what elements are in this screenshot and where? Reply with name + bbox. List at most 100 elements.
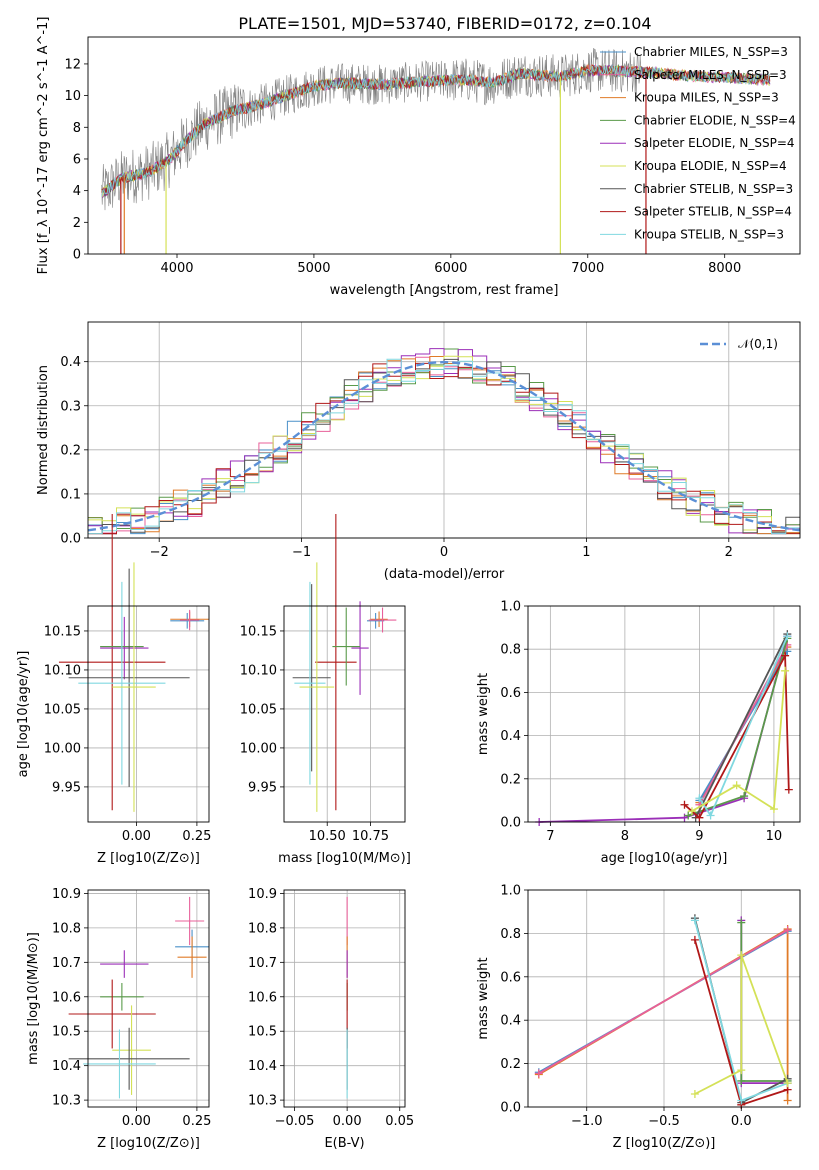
axes-frame <box>87 36 801 255</box>
y-tick-label: 0.8 <box>500 927 521 942</box>
y-axis-label: Flux [f_λ 10^-17 erg cm^-2 s^-1 A^-1] <box>36 17 51 275</box>
errorbar-point <box>351 601 369 695</box>
errorbar-point <box>58 513 166 811</box>
y-tick-label: 10.8 <box>248 921 277 936</box>
y-tick-label: 10.10 <box>240 663 277 678</box>
plot-area <box>101 47 771 254</box>
x-tick-label: −0.5 <box>648 1114 680 1129</box>
y-tick-label: 0.2 <box>500 772 521 787</box>
histogram-kroupa-stelib <box>88 358 800 535</box>
data-point-marker <box>687 807 696 816</box>
legend-label: Kroupa MILES, N_SSP=3 <box>634 91 779 105</box>
legend-label: Salpeter STELIB, N_SSP=4 <box>634 205 792 219</box>
series-line-kroupa-miles <box>538 927 789 1101</box>
legend-label: Salpeter MILES, N_SSP=3 <box>634 68 787 82</box>
legend-label: 𝒩(0,1) <box>738 337 778 351</box>
x-tick-label: 8 <box>621 829 629 844</box>
errorbar-point <box>112 562 156 812</box>
y-tick-label: 0.4 <box>500 729 521 744</box>
y-tick-label: 10.5 <box>52 1025 81 1040</box>
x-axis-label: mass [log10(M/M⊙)] <box>278 851 411 866</box>
y-tick-label: 10.15 <box>44 624 81 639</box>
spectrum-panel: 4000 5000 6000 7000 8000 0 2 4 6 8 10 12 wavelength … <box>36 17 801 298</box>
data-point-marker <box>690 1089 699 1098</box>
x-tick-label: 7 <box>546 829 554 844</box>
errorbar-point <box>366 613 385 629</box>
x-tick-label: 2 <box>725 545 733 560</box>
y-tick-label: 10.7 <box>248 956 277 971</box>
mass-vs-extinction-panel: −0.05 0.00 0.05 10.3 10.4 10.5 10.6 10.7 10.8 10.… <box>248 887 414 1151</box>
plot-area <box>87 348 801 535</box>
data-point-marker <box>784 785 793 794</box>
series-line-salpeter-miles <box>538 929 789 1075</box>
y-tick-label: 0.4 <box>60 355 81 370</box>
data-point-marker <box>706 811 715 820</box>
errorbar-point <box>100 950 149 978</box>
errorbar-point <box>83 1029 156 1099</box>
errorbar-point <box>368 607 397 633</box>
x-axis-label: age [log10(age/yr)] <box>601 851 728 866</box>
x-tick-label: 0.00 <box>122 829 151 844</box>
y-tick-label: 0.0 <box>500 1101 521 1116</box>
errorbar-point <box>177 936 207 978</box>
y-tick-label: 10.9 <box>52 887 81 902</box>
legend-label: Chabrier ELODIE, N_SSP=4 <box>634 113 796 127</box>
y-tick-label: 9.95 <box>52 780 81 795</box>
data-point-marker <box>695 794 704 803</box>
axes-frame <box>283 889 406 1108</box>
figure-title: PLATE=1501, MJD=53740, FIBERID=0172, z=0… <box>238 14 651 33</box>
data-point-marker <box>737 951 746 960</box>
y-tick-label: 0.1 <box>60 487 81 502</box>
y-tick-label: 1.0 <box>500 600 521 615</box>
data-point-marker <box>781 651 790 660</box>
y-axis-label: mass [log10(M/M⊙)] <box>26 932 41 1065</box>
y-tick-label: 4 <box>73 184 81 199</box>
y-tick-label: 9.95 <box>248 780 277 795</box>
x-tick-label: −0.05 <box>275 1114 315 1129</box>
x-tick-label: 6000 <box>434 261 467 276</box>
axes-frame <box>527 605 801 823</box>
y-tick-label: 0.8 <box>500 643 521 658</box>
data-point-marker <box>732 781 741 790</box>
x-tick-label: 0.00 <box>122 1114 151 1129</box>
errorbar-point <box>112 1005 151 1095</box>
x-tick-label: 0.25 <box>182 1114 211 1129</box>
errorbar-point <box>315 513 357 811</box>
data-point-marker <box>737 1096 746 1105</box>
y-tick-label: 10.6 <box>52 990 81 1005</box>
y-tick-label: 10 <box>64 89 81 104</box>
y-tick-label: 0.0 <box>500 816 521 831</box>
y-tick-label: 0.0 <box>60 532 81 547</box>
axes-frame <box>87 605 210 823</box>
x-tick-label: 10 <box>766 829 783 844</box>
y-tick-label: 10.5 <box>248 1025 277 1040</box>
errorbar-point <box>370 611 388 628</box>
errorbar-point <box>292 584 331 772</box>
y-axis-label: mass weight <box>476 673 491 755</box>
y-axis-label: Normed distribution <box>36 365 51 495</box>
errorbar-point <box>68 568 190 787</box>
plot-area <box>58 513 209 812</box>
age-vs-metallicity-panel: 0.00 0.25 9.95 10.00 10.05 10.10 10.15 Z [log10… <box>16 513 211 866</box>
y-tick-label: 10.6 <box>248 990 277 1005</box>
y-tick-label: 2 <box>73 216 81 231</box>
x-tick-label: −1 <box>292 545 311 560</box>
mass-vs-metallicity-panel: 0.00 0.25 10.3 10.4 10.5 10.6 10.7 10.8 10.9 Z [l… <box>26 887 211 1151</box>
errorbar-point <box>170 613 205 629</box>
y-axis-label: age [log10(age/yr)] <box>16 651 31 778</box>
x-axis-label: E(B-V) <box>324 1136 364 1151</box>
errorbar-point <box>68 1027 190 1090</box>
model-spectrum-salpeter-stelib <box>101 64 771 196</box>
series-line-chabrier-elodie <box>740 922 788 1082</box>
x-tick-label: 0 <box>440 545 448 560</box>
errorbar-point <box>100 616 149 680</box>
y-tick-label: 10.3 <box>248 1094 277 1109</box>
y-tick-label: 10.10 <box>44 663 81 678</box>
data-point-marker <box>781 666 790 675</box>
plot-area <box>534 914 792 1109</box>
x-tick-label: 10.50 <box>309 829 346 844</box>
data-point-marker <box>534 1069 543 1078</box>
y-tick-label: 10.4 <box>248 1059 277 1074</box>
x-tick-label: 1 <box>582 545 590 560</box>
